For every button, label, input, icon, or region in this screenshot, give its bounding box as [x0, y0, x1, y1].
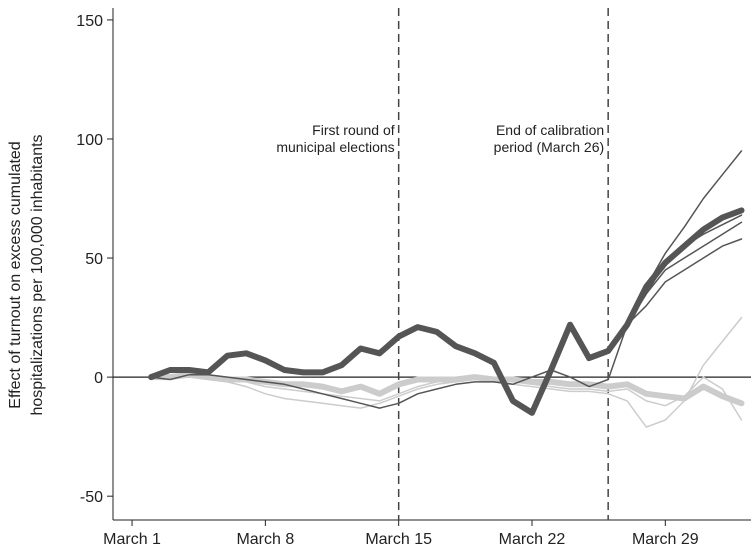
y-tick-label: 0 [94, 370, 103, 387]
event-annotation: First round of [312, 122, 395, 138]
y-tick-label: 150 [76, 13, 103, 30]
x-tick-label: March 8 [236, 531, 294, 545]
x-tick-label: March 29 [632, 531, 699, 545]
y-tick-label: -50 [80, 489, 103, 506]
series-line [150, 316, 743, 428]
x-tick-label: March 15 [365, 531, 432, 545]
y-tick-label: 100 [76, 132, 103, 149]
x-tick-label: March 1 [103, 531, 161, 545]
event-annotation: period (March 26) [494, 139, 605, 155]
y-axis-label: Effect of turnout on excess cumulated [7, 141, 24, 408]
series-line [148, 207, 745, 416]
x-tick-label: March 22 [499, 531, 566, 545]
y-axis-label: hospitalizations per 100,000 inhabitants [29, 134, 46, 415]
y-tick-label: 50 [85, 251, 103, 268]
event-annotation: municipal elections [276, 139, 394, 155]
event-annotation: End of calibration [496, 122, 604, 138]
